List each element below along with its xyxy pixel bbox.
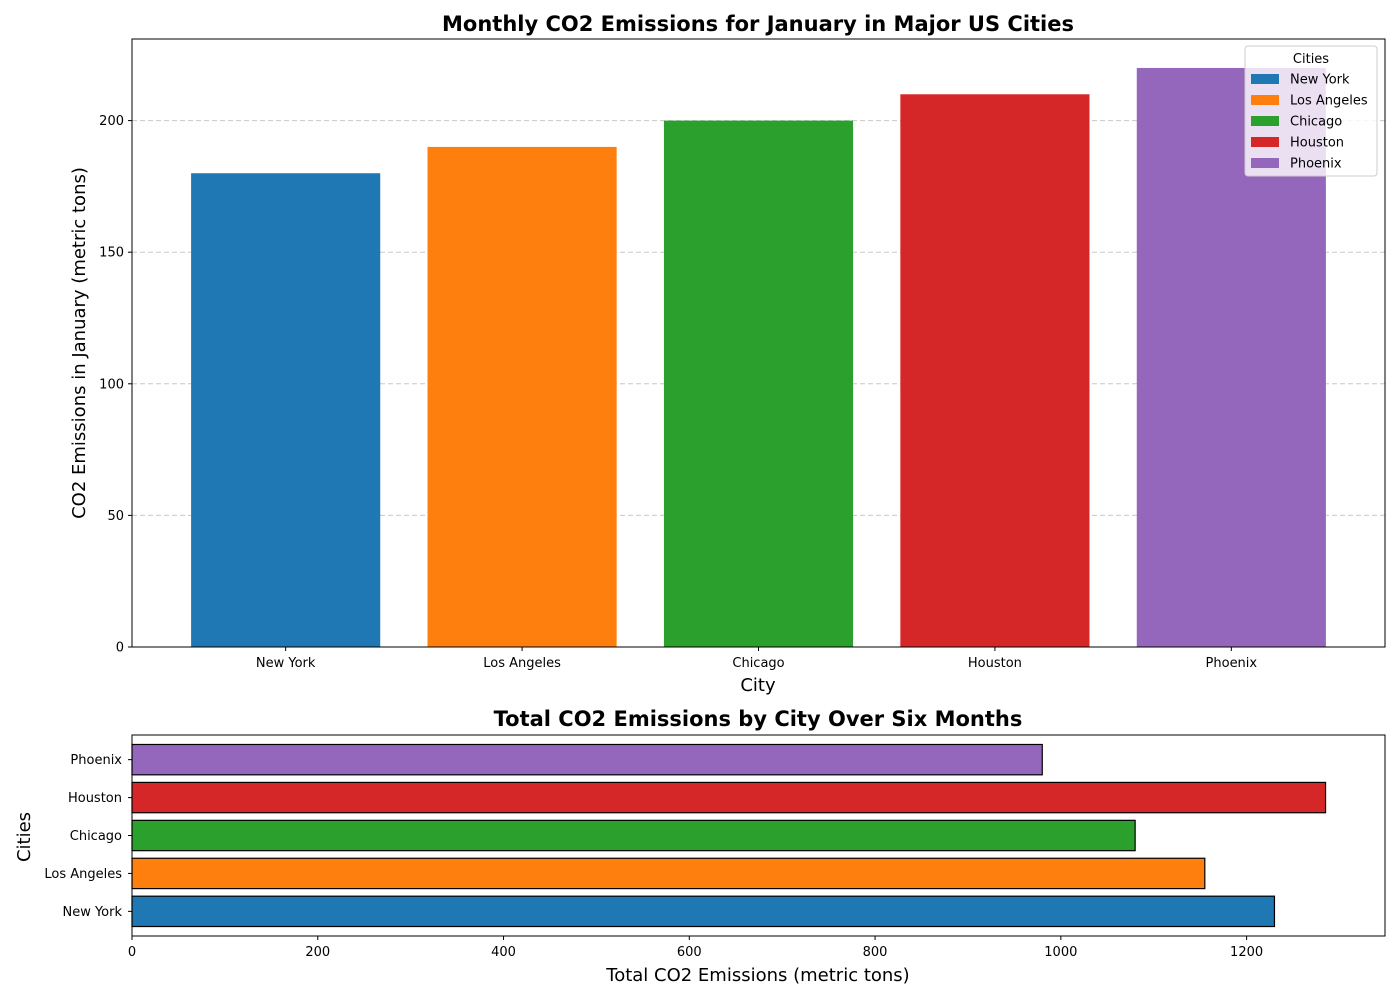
x-axis-ticks: New York Los Angeles Chicago Houston Phoenix [256,647,1258,671]
x-tick-label: 400 [491,945,516,960]
legend-swatch-houston [1251,137,1279,147]
chart-title: Monthly CO2 Emissions for January in Maj… [442,12,1074,36]
bar-new-york [191,173,381,647]
legend: Cities New York Los Angeles Chicago Houston… [1244,45,1378,177]
y-tick-label: New York [62,905,122,920]
x-tick-label: Chicago [732,656,784,671]
y-tick-label: 200 [99,114,124,129]
bar-chicago [663,120,854,647]
x-tick-label: Houston [968,656,1022,671]
six-month-total-chart: Total CO2 Emissions by City Over Six Mon… [14,707,1386,986]
bar-los-angeles [427,146,617,647]
y-tick-label: 150 [99,246,124,261]
bar-los-angeles [131,857,1206,890]
bar-phoenix [131,743,1043,776]
x-tick-label: 600 [677,945,702,960]
legend-swatch-los-angeles [1251,95,1279,105]
x-tick-label: 800 [863,945,888,960]
x-tick-label: Phoenix [1206,656,1258,671]
legend-label-houston: Houston [1290,136,1344,151]
x-axis-ticks: 0 200 400 600 800 1000 1200 [128,936,1263,960]
chart-title: Total CO2 Emissions by City Over Six Mon… [494,707,1023,731]
legend-swatch-new-york [1251,74,1279,84]
bar-chicago [131,819,1136,852]
y-tick-label: Los Angeles [44,867,122,882]
x-tick-label: New York [256,656,316,671]
january-emissions-chart: Monthly CO2 Emissions for January in Maj… [69,12,1386,696]
x-tick-label: Los Angeles [483,656,561,671]
bars [191,67,1326,648]
legend-label-chicago: Chicago [1290,115,1342,130]
x-tick-label: 0 [128,945,136,960]
y-axis-label: Cities [14,812,35,862]
bar-houston [131,781,1327,814]
x-axis-label: City [740,675,776,696]
legend-swatch-phoenix [1251,158,1279,168]
legend-label-los-angeles: Los Angeles [1290,94,1368,109]
y-axis-ticks: 0 50 100 150 200 [99,114,132,656]
x-tick-label: 200 [305,945,330,960]
x-axis-label: Total CO2 Emissions (metric tons) [605,965,909,986]
y-tick-label: Phoenix [70,753,122,768]
y-tick-label: 50 [107,509,124,524]
legend-items: New York Los Angeles Chicago Houston Phoenix [1251,73,1368,172]
x-tick-label: 1200 [1230,945,1263,960]
y-tick-label: 100 [99,377,124,392]
y-tick-label: Houston [68,791,122,806]
x-tick-label: 1000 [1044,945,1077,960]
y-axis-label: CO2 Emissions in January (metric tons) [69,167,90,519]
legend-label-phoenix: Phoenix [1290,157,1342,172]
bar-houston [900,94,1090,648]
y-tick-label: 0 [116,641,124,656]
legend-label-new-york: New York [1290,73,1350,88]
bar-new-york [131,895,1276,928]
legend-swatch-chicago [1251,116,1279,126]
y-tick-label: Chicago [70,829,122,844]
bars [131,743,1327,928]
legend-title: Cities [1293,52,1329,67]
y-axis-ticks: New York Los Angeles Chicago Houston Phoenix [44,753,132,920]
